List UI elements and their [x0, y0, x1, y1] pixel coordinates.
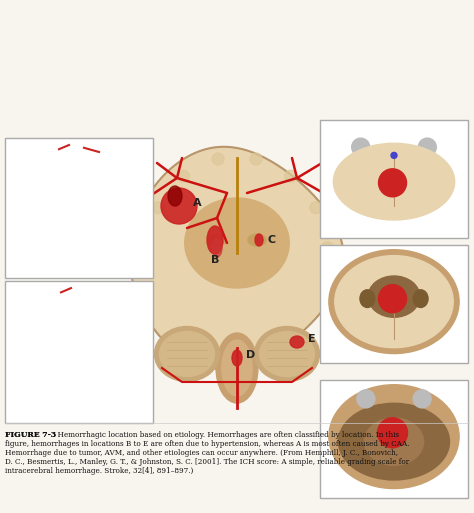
Circle shape [152, 202, 164, 214]
Ellipse shape [329, 250, 459, 353]
Ellipse shape [71, 172, 102, 238]
Ellipse shape [208, 234, 226, 246]
Ellipse shape [71, 319, 102, 385]
Ellipse shape [207, 226, 223, 254]
Ellipse shape [368, 276, 420, 317]
Ellipse shape [56, 172, 87, 238]
Circle shape [44, 191, 66, 213]
Ellipse shape [360, 290, 375, 307]
Ellipse shape [365, 418, 424, 465]
Ellipse shape [248, 234, 266, 246]
Circle shape [212, 153, 224, 165]
Circle shape [141, 242, 153, 254]
Ellipse shape [212, 239, 222, 257]
Circle shape [377, 418, 408, 448]
FancyBboxPatch shape [5, 138, 153, 278]
Text: E: E [308, 334, 316, 344]
Circle shape [161, 188, 197, 224]
Text: C: C [268, 235, 276, 245]
Text: Hemorrhage due to tumor, AVM, and other etiologies can occur anywhere. (From Hem: Hemorrhage due to tumor, AVM, and other … [5, 449, 398, 457]
Circle shape [379, 169, 407, 197]
Circle shape [357, 390, 375, 408]
Text: FIGURE 7-3: FIGURE 7-3 [5, 431, 56, 439]
Circle shape [310, 202, 322, 214]
Circle shape [177, 170, 190, 182]
Ellipse shape [232, 350, 242, 366]
Circle shape [76, 176, 82, 181]
Ellipse shape [22, 152, 136, 259]
Ellipse shape [222, 340, 252, 396]
Ellipse shape [11, 141, 147, 269]
Ellipse shape [18, 147, 141, 264]
Ellipse shape [413, 290, 428, 307]
Circle shape [43, 337, 67, 361]
Text: D. C., Besmertis, L., Manley, G. T., & Johnston, S. C. [2001]. The ICH score: A : D. C., Besmertis, L., Manley, G. T., & J… [5, 458, 409, 466]
Ellipse shape [255, 234, 263, 246]
Circle shape [379, 285, 407, 313]
Ellipse shape [290, 336, 304, 348]
Circle shape [321, 242, 333, 254]
Ellipse shape [159, 331, 215, 377]
Circle shape [413, 390, 431, 408]
Polygon shape [130, 147, 344, 369]
Text: intracerebral hemorrhage. Stroke, 32[4], 891–897.): intracerebral hemorrhage. Stroke, 32[4],… [5, 467, 193, 475]
Ellipse shape [216, 333, 258, 403]
Ellipse shape [255, 326, 319, 382]
FancyBboxPatch shape [320, 245, 468, 363]
Circle shape [391, 152, 397, 159]
Ellipse shape [155, 326, 219, 382]
Circle shape [76, 322, 82, 327]
Ellipse shape [22, 298, 136, 406]
Ellipse shape [18, 293, 141, 411]
Text: figure, hemorrhages in locations B to E are often due to hypertension, whereas A: figure, hemorrhages in locations B to E … [5, 440, 410, 448]
Ellipse shape [185, 198, 289, 288]
Text: D: D [246, 350, 255, 360]
Ellipse shape [11, 287, 147, 417]
Ellipse shape [338, 403, 449, 480]
Circle shape [418, 138, 436, 156]
Text: FIGURE 7-3: FIGURE 7-3 [5, 431, 56, 439]
Ellipse shape [259, 331, 315, 377]
Text: B: B [211, 255, 219, 265]
Ellipse shape [329, 385, 459, 488]
Ellipse shape [56, 319, 87, 385]
Ellipse shape [335, 255, 453, 348]
Circle shape [250, 153, 262, 165]
Text: Hemorrhagic location based on etiology. Hemorrhages are often classified by loca: Hemorrhagic location based on etiology. … [53, 431, 399, 439]
Circle shape [284, 170, 297, 182]
FancyBboxPatch shape [320, 120, 468, 238]
Ellipse shape [333, 143, 455, 220]
Ellipse shape [168, 186, 182, 206]
Text: A: A [193, 198, 201, 208]
Circle shape [352, 138, 370, 156]
FancyBboxPatch shape [320, 380, 468, 498]
FancyBboxPatch shape [5, 281, 153, 423]
